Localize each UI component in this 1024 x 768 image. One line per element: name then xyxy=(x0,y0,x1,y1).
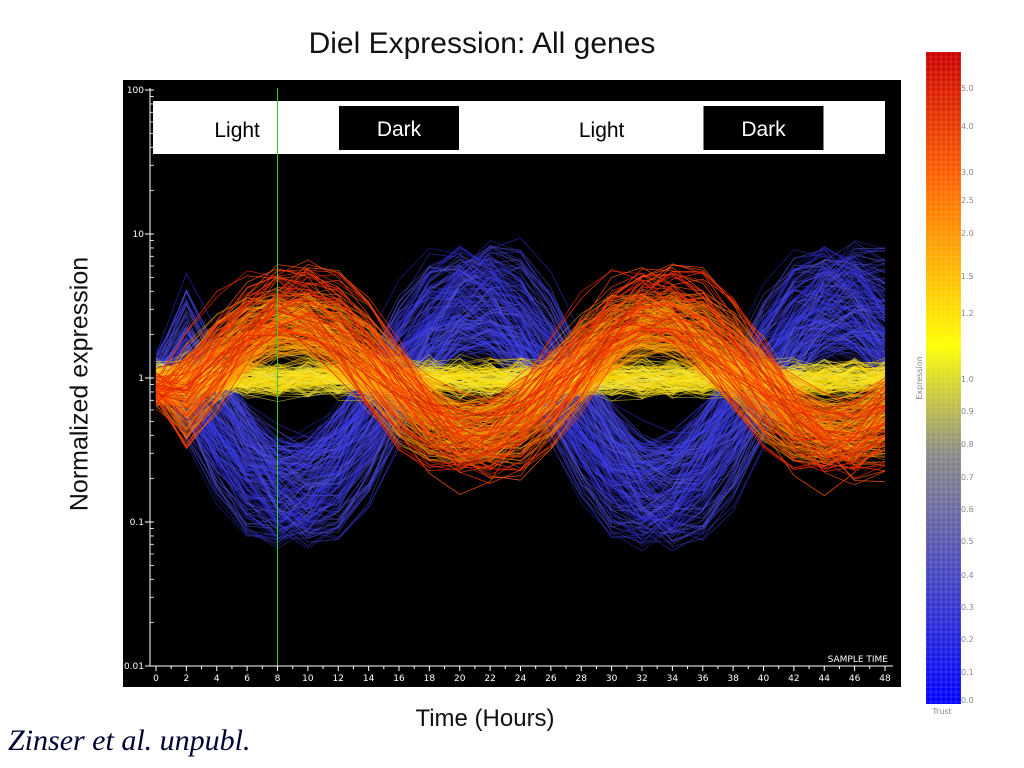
x-tick-label: 2 xyxy=(184,674,190,684)
period-bands: Light Dark Light Dark xyxy=(153,101,885,154)
scale-tick-label: 0.9 xyxy=(961,407,974,416)
color-scale-bar xyxy=(926,52,961,704)
expression-plot: Light Dark Light Dark 0 2 4 6 8 10 12 14 16 18 20 22 24… xyxy=(123,80,901,687)
scale-tick-label: 2.0 xyxy=(961,229,974,238)
y-tick-label: 0.1 xyxy=(130,518,144,528)
axes: 0 2 4 6 8 10 12 14 16 18 20 22 24 26 28 30 32 34 36 38 40 42 4… xyxy=(124,86,893,684)
y-tick-label: 10 xyxy=(133,230,145,240)
x-axis-label: Time (Hours) xyxy=(415,705,555,732)
scale-tick-label: 0.8 xyxy=(961,440,974,449)
scale-tick-label: 5.0 xyxy=(961,84,974,93)
x-tick-label: 28 xyxy=(576,674,588,684)
scale-tick-label: 0.1 xyxy=(961,668,974,677)
scale-tick-label: 1.2 xyxy=(961,309,974,318)
scale-tick-label: 0.7 xyxy=(961,473,974,482)
scale-tick-label: 4.0 xyxy=(961,122,974,131)
x-tick-label: 6 xyxy=(244,674,250,684)
x-tick-label: 18 xyxy=(424,674,436,684)
citation: Zinser et al. unpubl. xyxy=(8,724,251,757)
x-tick-label: 20 xyxy=(454,674,466,684)
dark-period-box xyxy=(703,106,824,150)
y-axis-label: Normalized expression xyxy=(65,256,94,512)
x-tick-label: 22 xyxy=(484,674,495,684)
x-tick-label: 44 xyxy=(819,674,831,684)
x-tick-label: 36 xyxy=(697,674,709,684)
scale-tick-label: 0.2 xyxy=(961,635,974,644)
color-scale-footer: Trust xyxy=(931,707,951,716)
x-tick-label: 26 xyxy=(545,674,557,684)
x-tick-label: 10 xyxy=(302,674,314,684)
color-scale-title: Expression xyxy=(915,356,924,399)
sample-time-label: SAMPLE TIME xyxy=(828,655,889,665)
x-tick-label: 34 xyxy=(667,674,679,684)
x-tick-label: 46 xyxy=(849,674,861,684)
scale-tick-label: 0.4 xyxy=(961,571,974,580)
scale-tick-label: 1.5 xyxy=(961,272,974,281)
x-tick-label: 40 xyxy=(758,674,770,684)
y-tick-label: 100 xyxy=(127,86,144,96)
scale-tick-label: 0.0 xyxy=(961,696,974,705)
light-period-label: Light xyxy=(214,119,260,142)
x-tick-label: 42 xyxy=(788,674,799,684)
dark-period-label: Dark xyxy=(377,118,422,141)
x-tick-label: 32 xyxy=(636,674,647,684)
scale-tick-label: 3.0 xyxy=(961,168,974,177)
scale-tick-label: 0.5 xyxy=(961,537,974,546)
x-tick-label: 4 xyxy=(214,674,220,684)
color-scale-ticks: 5.0 4.0 3.0 2.5 2.0 1.5 1.2 1.0 0.9 0.8 0.7 0.6 0.5 0… xyxy=(961,84,974,705)
x-tick-label: 14 xyxy=(363,674,375,684)
x-tick-label: 24 xyxy=(515,674,527,684)
dark-period-box xyxy=(339,106,459,150)
page-title: Diel Expression: All genes xyxy=(308,27,656,60)
scale-tick-label: 0.3 xyxy=(961,603,974,612)
x-tick-label: 16 xyxy=(393,674,405,684)
color-scale-legend: 5.0 4.0 3.0 2.5 2.0 1.5 1.2 1.0 0.9 0.8 0.7 0.6 0.5 0… xyxy=(915,51,974,716)
x-tick-label: 30 xyxy=(606,674,618,684)
x-tick-label: 38 xyxy=(727,674,739,684)
y-tick-label: 0.01 xyxy=(124,662,144,672)
scale-tick-label: 0.6 xyxy=(961,505,974,514)
x-tick-label: 8 xyxy=(275,674,281,684)
color-scale-grid xyxy=(925,51,962,704)
y-tick-label: 1 xyxy=(138,374,144,384)
scale-tick-label: 2.5 xyxy=(961,196,974,205)
x-tick-label: 48 xyxy=(879,674,891,684)
x-tick-label: 12 xyxy=(333,674,344,684)
light-period-label: Light xyxy=(579,119,625,142)
scale-tick-label: 1.0 xyxy=(961,375,974,384)
dark-period-label: Dark xyxy=(741,118,786,141)
x-tick-label: 0 xyxy=(153,674,159,684)
